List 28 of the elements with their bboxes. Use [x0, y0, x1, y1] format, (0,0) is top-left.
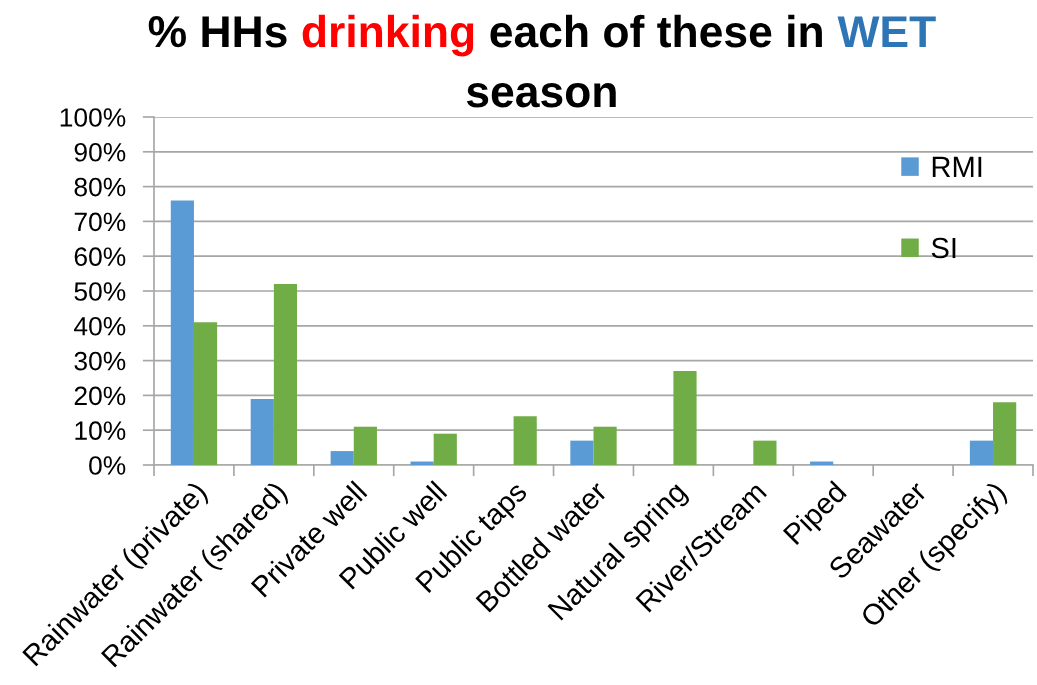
y-tick-label: 60%	[74, 247, 126, 267]
legend-label: RMI	[932, 156, 982, 177]
y-tick-label: 80%	[74, 177, 126, 197]
y-tick-label: 10%	[75, 421, 126, 441]
bar	[993, 402, 1017, 465]
y-tick-label: 50%	[74, 282, 126, 301]
y-tick-label: 40%	[74, 316, 126, 336]
chart-title: % HHs drinking each of these in WET season	[148, 14, 936, 108]
bar	[593, 426, 617, 465]
bar	[170, 200, 194, 465]
bar	[330, 451, 354, 465]
bar	[673, 371, 697, 465]
y-tick-label: 100%	[60, 108, 126, 127]
bar	[433, 433, 457, 465]
y-tick-label: 90%	[74, 142, 126, 162]
y-tick-label: 70%	[74, 212, 126, 232]
bar	[250, 398, 274, 465]
y-tick-label: 20%	[74, 386, 126, 406]
bar	[969, 440, 994, 465]
y-tick-label: 30%	[74, 351, 126, 371]
y-tick-label: 0%	[89, 456, 126, 475]
bar	[513, 416, 537, 465]
bar	[193, 322, 218, 465]
bar	[753, 440, 777, 465]
bar	[570, 440, 594, 465]
bar	[353, 426, 377, 465]
legend-label: SI	[931, 237, 956, 259]
bar	[273, 284, 298, 465]
